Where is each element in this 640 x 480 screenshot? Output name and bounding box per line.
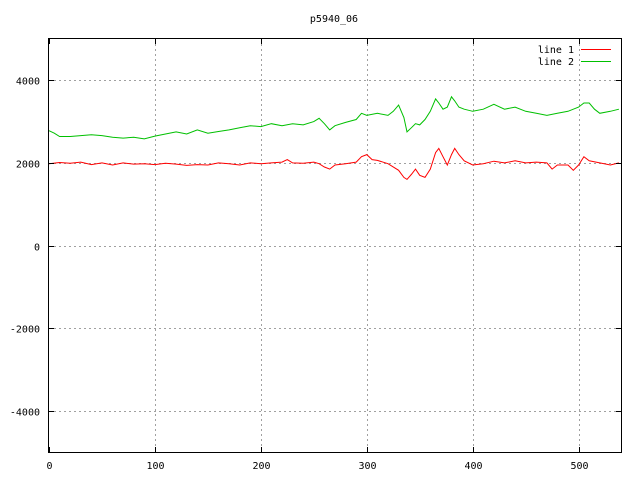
y-tick-label: 2000 [16, 160, 40, 171]
x-tick-label: 400 [464, 461, 482, 472]
legend-label: line 1 [538, 45, 574, 56]
y-tick-label: -4000 [10, 408, 40, 419]
series-layer [48, 95, 620, 181]
legend-label: line 2 [538, 57, 574, 68]
grid [49, 39, 621, 452]
series-line-1 [48, 147, 620, 181]
x-tick-label: 100 [146, 461, 164, 472]
y-tick-label: -2000 [10, 325, 40, 336]
x-tick-label: 200 [252, 461, 270, 472]
y-tick-label: 0 [34, 243, 40, 254]
series-line-2 [48, 95, 620, 140]
chart-title: p5940_06 [310, 14, 358, 25]
x-tick-label: 300 [358, 461, 376, 472]
x-tick-label: 500 [570, 461, 588, 472]
x-tick-label: 0 [46, 461, 52, 472]
axis-ticks: 0 100 200 300 400 500 -4000 -2000 0 2000 4000 [10, 39, 621, 472]
y-tick-label: 4000 [16, 77, 40, 88]
plot-frame [48, 38, 622, 453]
